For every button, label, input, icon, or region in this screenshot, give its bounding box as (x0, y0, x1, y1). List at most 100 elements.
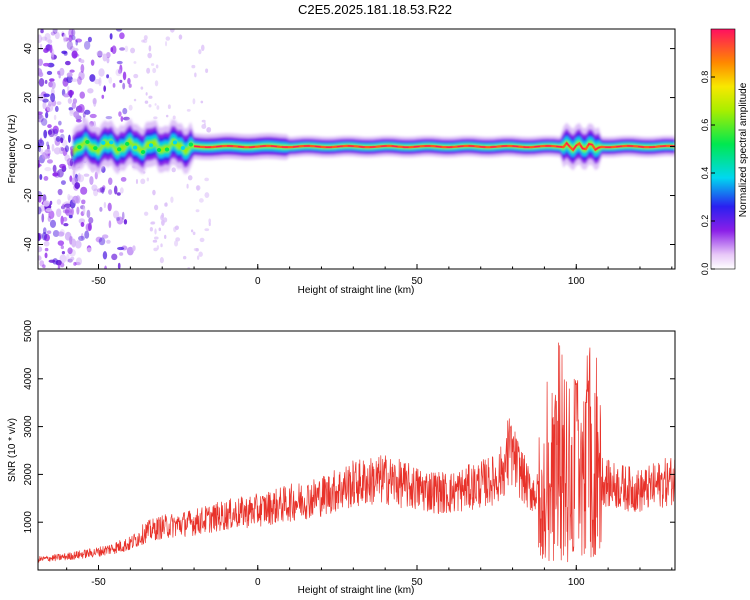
noise-blob (48, 100, 52, 107)
noise-blob (145, 92, 148, 96)
noise-blob (75, 119, 82, 123)
noise-blob (147, 52, 152, 59)
noise-blob (68, 34, 73, 42)
noise-blob (73, 261, 77, 266)
noise-blob (160, 243, 163, 248)
spectrogram-frame (37, 28, 676, 270)
colorbar-tick-label: 0.4 (700, 167, 710, 180)
y-tick-label: 5000 (23, 319, 34, 342)
noise-blob (148, 104, 152, 108)
noise-blob (103, 85, 107, 92)
noise-blob (40, 118, 48, 126)
noise-blob (159, 257, 164, 264)
noise-blob (118, 111, 122, 117)
noise-blob (38, 34, 43, 43)
noise-blob (133, 61, 137, 64)
noise-blob (104, 265, 107, 269)
noise-blob (66, 40, 73, 50)
noise-blob (38, 77, 45, 87)
snr-x-ticks: -50 0 50 100 (66, 565, 673, 588)
noise-blob (153, 236, 159, 240)
noise-blob (148, 45, 152, 52)
noise-blob (127, 77, 131, 85)
ridge-dot (77, 145, 82, 150)
noise-blob (190, 229, 194, 233)
spectrogram-heatmap (38, 29, 675, 269)
noise-blob (39, 174, 43, 180)
noise-blob (70, 207, 74, 216)
noise-blob (38, 159, 41, 169)
noise-blob (102, 185, 106, 191)
y-tick-label: 1000 (23, 511, 34, 534)
noise-blob (186, 183, 189, 189)
noise-blob (115, 217, 120, 221)
ridge-dot (109, 140, 114, 145)
noise-blob (87, 88, 94, 94)
ridge-dot (85, 139, 90, 144)
noise-blob (84, 109, 91, 115)
ridge-dot (93, 146, 98, 151)
y-tick-label: 2000 (23, 463, 34, 486)
noise-blob (94, 171, 98, 180)
noise-blob (205, 68, 209, 73)
spectrogram-x-axis-label: Height of straight line (km) (298, 285, 415, 296)
noise-blob (49, 44, 53, 54)
noise-blob (82, 205, 86, 215)
noise-blob (38, 232, 41, 242)
noise-blob (44, 247, 49, 252)
noise-blob (52, 29, 58, 35)
x-tick-label: 50 (411, 276, 423, 287)
noise-blob (46, 159, 53, 164)
noise-blob (108, 220, 112, 229)
noise-blob (186, 109, 191, 112)
noise-blob (42, 194, 47, 202)
noise-blob (38, 111, 43, 115)
noise-blob (119, 79, 123, 84)
noise-blob (66, 72, 73, 78)
noise-blob (46, 70, 53, 76)
noise-blob (80, 64, 85, 73)
noise-blob (75, 257, 83, 266)
noise-blob (69, 109, 74, 117)
noise-blob (38, 144, 41, 153)
noise-blob (195, 209, 200, 213)
noise-blob (69, 175, 73, 182)
noise-blob (198, 49, 202, 55)
noise-blob (115, 29, 123, 32)
ridge-dot (156, 147, 162, 152)
noise-blob (51, 81, 56, 89)
noise-blob (116, 60, 123, 65)
snr-panel: -50 0 50 100 1000 2000 3000 4000 5000 Height of… (7, 319, 676, 596)
noise-blob (170, 29, 175, 33)
noise-blob (59, 262, 65, 268)
noise-blob (150, 221, 156, 225)
noise-blob (182, 255, 187, 260)
noise-blob (67, 134, 71, 143)
noise-blob (204, 228, 210, 232)
noise-blob (117, 262, 121, 269)
ridge-dot (117, 147, 122, 152)
noise-blob (80, 222, 85, 227)
y-tick-label: 40 (23, 43, 34, 55)
noise-blob (187, 175, 193, 181)
noise-blob (78, 235, 85, 241)
ridge-dot (164, 147, 170, 152)
noise-blob (140, 178, 146, 185)
x-tick-label: 0 (255, 276, 261, 287)
noise-blob (83, 40, 91, 50)
noise-blob (167, 104, 171, 109)
noise-blob (208, 218, 212, 224)
noise-blob (143, 211, 149, 216)
noise-blob (191, 64, 196, 69)
noise-blob (59, 163, 66, 169)
noise-blob (49, 219, 57, 228)
noise-blob (42, 62, 50, 67)
noise-blob (62, 209, 70, 214)
noise-blob (122, 82, 126, 90)
noise-blob (154, 80, 159, 87)
noise-blob (60, 245, 64, 250)
noise-blob (71, 78, 78, 83)
noise-blob (61, 251, 66, 255)
noise-blob (44, 79, 48, 85)
spectrogram-x-ticks: -50 0 50 100 (66, 264, 673, 287)
